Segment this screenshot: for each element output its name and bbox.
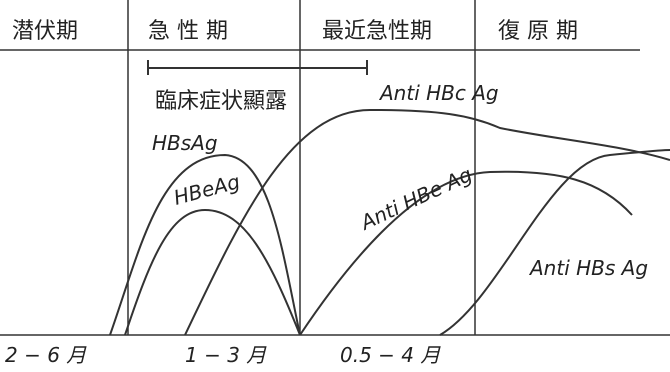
anti-hbe-curve <box>300 172 632 335</box>
phase-label: 潜伏期 <box>12 19 78 44</box>
curve-label: Anti HBc Ag <box>378 81 499 105</box>
curve-label: Anti HBs Ag <box>528 256 648 280</box>
clinical-label: 臨床症状顯露 <box>155 89 287 114</box>
anti-hbc-curve <box>185 110 670 335</box>
hbeag-curve <box>125 210 300 335</box>
time-label: 1 − 3 月 <box>185 343 267 367</box>
clinical-bracket <box>148 60 367 75</box>
curve-label: Anti HBe Ag <box>355 162 476 235</box>
time-label: 2 − 6 月 <box>5 343 87 367</box>
phase-label: 最近急性期 <box>322 19 432 44</box>
hbv-serology-diagram: 潜伏期 急 性 期 最近急性期 復 原 期 臨床症状顯露 HBsAg HBeAg… <box>0 0 670 372</box>
curve-label: HBsAg <box>152 131 218 155</box>
time-label: 0.5 − 4 月 <box>340 343 441 367</box>
phase-label: 復 原 期 <box>498 19 578 44</box>
curve-label: HBeAg <box>171 169 242 210</box>
phase-label: 急 性 期 <box>148 19 228 44</box>
